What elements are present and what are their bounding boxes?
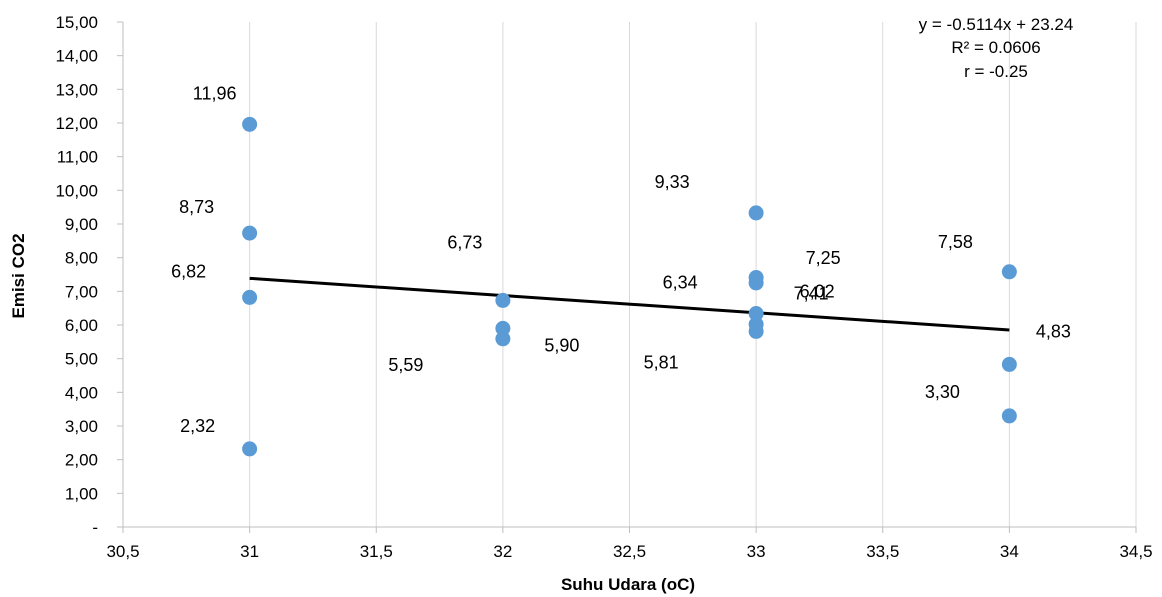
data-point [748, 275, 764, 291]
x-tick-label: 34,5 [1119, 542, 1152, 561]
y-tick-label: 5,00 [65, 350, 98, 369]
y-tick-label: 15,00 [55, 13, 98, 32]
data-label: 6,34 [663, 273, 698, 293]
y-tick-label: 13,00 [55, 80, 98, 99]
data-point [495, 331, 511, 347]
data-point [1001, 356, 1017, 372]
x-tick-labels: 30,5 31 31,5 32 32,5 33 33,5 34 34,5 [106, 542, 1152, 561]
data-label: 8,73 [179, 197, 214, 217]
data-label: 7,58 [938, 232, 973, 252]
data-points [242, 116, 1017, 457]
data-label: 5,81 [644, 352, 679, 372]
data-point [242, 116, 258, 132]
grid-lines [122, 22, 1137, 527]
data-point [495, 320, 511, 336]
data-label: 6,02 [800, 281, 835, 301]
data-label: 4,83 [1036, 321, 1071, 341]
data-label: 5,90 [544, 335, 579, 355]
trendline [249, 276, 1010, 332]
y-tick-label: 10,00 [55, 181, 98, 200]
data-point [1001, 264, 1017, 280]
r-squared-annotation: R² = 0.0606 [951, 38, 1040, 57]
trendline-group [249, 276, 1010, 332]
data-label: 2,32 [180, 416, 215, 436]
x-tick-label: 33 [747, 542, 766, 561]
y-tick-label: 6,00 [65, 316, 98, 335]
data-point [748, 323, 764, 339]
y-axis-title: Emisi CO2 [9, 233, 28, 318]
x-tick-label: 34 [1000, 542, 1019, 561]
axes [117, 21, 1137, 533]
y-tick-label: 3,00 [65, 417, 98, 436]
y-tick-label: 12,00 [55, 114, 98, 133]
data-labels: 11,96 8,73 6,82 2,32 6,73 5,90 5,59 9,33 7,41 7,2… [171, 83, 1071, 436]
data-label: 3,30 [925, 382, 960, 402]
y-tick-label: 11,00 [57, 148, 98, 167]
y-tick-label: 9,00 [65, 215, 98, 234]
data-label: 5,59 [388, 355, 423, 375]
y-tick-label: - [92, 518, 98, 537]
data-label: 9,33 [655, 172, 690, 192]
y-tick-label: 4,00 [65, 383, 98, 402]
y-tick-label: 8,00 [65, 249, 98, 268]
x-tick-label: 30,5 [106, 542, 139, 561]
data-label: 6,82 [171, 261, 206, 281]
data-point [242, 441, 258, 457]
y-tick-label: 2,00 [65, 451, 98, 470]
x-tick-label: 32,5 [613, 542, 646, 561]
equation-annotation: y = -0.5114x + 23.24 [919, 15, 1074, 34]
y-tick-label: 7,00 [65, 282, 98, 301]
y-tick-label: 14,00 [55, 47, 98, 66]
x-axis-title: Suhu Udara (oC) [561, 575, 695, 594]
x-tick-label: 32 [493, 542, 512, 561]
data-label: 7,25 [806, 248, 841, 268]
data-label: 11,96 [193, 83, 237, 103]
data-point [1001, 408, 1017, 424]
data-label: 6,73 [447, 232, 482, 252]
x-tick-label: 33,5 [866, 542, 899, 561]
x-tick-label: 31 [240, 542, 259, 561]
y-tick-label: 1,00 [65, 484, 98, 503]
data-point [242, 225, 258, 241]
data-point [242, 289, 258, 305]
x-tick-label: 31,5 [360, 542, 393, 561]
data-point [495, 292, 511, 308]
y-tick-labels: - 1,00 2,00 3,00 4,00 5,00 6,00 7,00 8,00 9,00 10,… [55, 13, 98, 537]
data-label: 7,41 [794, 284, 829, 304]
r-annotation: r = -0.25 [964, 62, 1028, 81]
data-point [748, 306, 764, 322]
data-point [748, 205, 764, 221]
